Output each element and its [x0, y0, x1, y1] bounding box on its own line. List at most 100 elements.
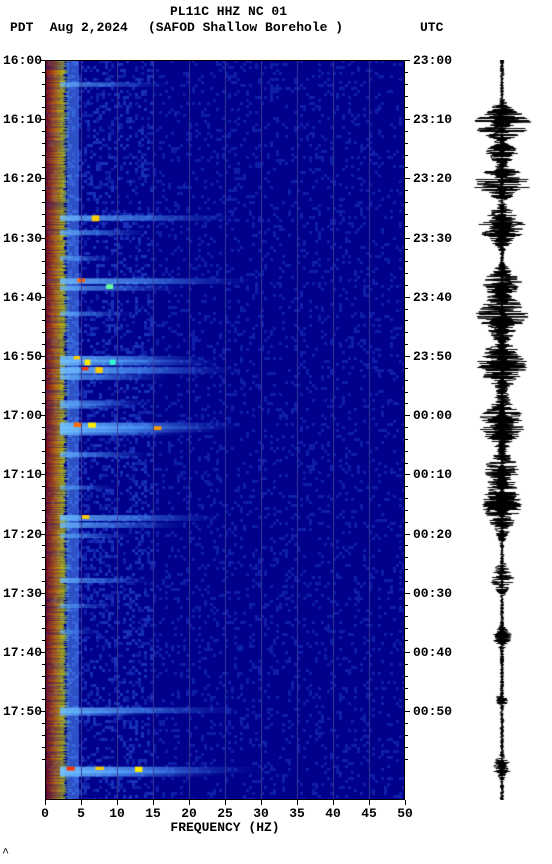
minor-tick [405, 569, 408, 570]
tick-mark [40, 178, 45, 179]
tick-mark [405, 356, 410, 357]
ytick-left: 17:00 [2, 408, 42, 423]
minor-tick [42, 699, 45, 700]
ytick-left: 17:30 [2, 586, 42, 601]
right-tz: UTC [420, 20, 443, 35]
minor-tick [42, 190, 45, 191]
ytick-left: 17:20 [2, 527, 42, 542]
tick-mark [40, 238, 45, 239]
minor-tick [42, 344, 45, 345]
minor-tick [405, 320, 408, 321]
minor-tick [405, 214, 408, 215]
minor-tick [405, 688, 408, 689]
minor-tick [42, 688, 45, 689]
tick-mark [40, 652, 45, 653]
minor-tick [42, 332, 45, 333]
minor-tick [42, 557, 45, 558]
minor-tick [42, 261, 45, 262]
tick-mark [40, 474, 45, 475]
tick-mark [40, 593, 45, 594]
minor-tick [42, 664, 45, 665]
minor-tick [42, 510, 45, 511]
waveform-trace [460, 60, 544, 800]
minor-tick [42, 380, 45, 381]
xtick-label: 0 [35, 806, 55, 821]
xtick-mark [189, 800, 190, 805]
minor-tick [405, 107, 408, 108]
minor-tick [42, 522, 45, 523]
minor-tick [42, 167, 45, 168]
tick-mark [40, 711, 45, 712]
minor-tick [405, 261, 408, 262]
minor-tick [405, 664, 408, 665]
tick-mark [40, 356, 45, 357]
minor-tick [42, 676, 45, 677]
minor-tick [405, 439, 408, 440]
ytick-right: 00:10 [413, 467, 457, 482]
ytick-right: 00:40 [413, 645, 457, 660]
minor-tick [405, 735, 408, 736]
minor-tick [405, 190, 408, 191]
minor-tick [42, 249, 45, 250]
minor-tick [405, 545, 408, 546]
minor-tick [405, 628, 408, 629]
caret-mark: ^ [2, 846, 9, 860]
minor-tick [405, 747, 408, 748]
tick-mark [405, 474, 410, 475]
ytick-left: 17:50 [2, 704, 42, 719]
minor-tick [42, 226, 45, 227]
minor-tick [405, 392, 408, 393]
left-tz: PDT [10, 20, 33, 35]
ytick-right: 23:30 [413, 231, 457, 246]
ytick-left: 16:50 [2, 349, 42, 364]
minor-tick [405, 202, 408, 203]
tick-mark [405, 534, 410, 535]
minor-tick [405, 332, 408, 333]
minor-tick [405, 155, 408, 156]
minor-tick [405, 640, 408, 641]
minor-tick [42, 569, 45, 570]
ytick-left: 16:30 [2, 231, 42, 246]
tick-mark [40, 534, 45, 535]
minor-tick [405, 427, 408, 428]
date-label: Aug 2,2024 [42, 20, 128, 35]
tick-mark [40, 297, 45, 298]
xtick-mark [117, 800, 118, 805]
ytick-right: 00:20 [413, 527, 457, 542]
xtick-label: 20 [179, 806, 199, 821]
tick-mark [405, 60, 410, 61]
xtick-label: 50 [395, 806, 415, 821]
minor-tick [42, 439, 45, 440]
ytick-left: 17:40 [2, 645, 42, 660]
minor-tick [42, 96, 45, 97]
minor-tick [42, 628, 45, 629]
minor-tick [405, 380, 408, 381]
ytick-right: 23:20 [413, 171, 457, 186]
minor-tick [42, 498, 45, 499]
minor-tick [42, 285, 45, 286]
ytick-left: 16:00 [2, 53, 42, 68]
minor-tick [405, 403, 408, 404]
tick-mark [405, 415, 410, 416]
minor-tick [405, 368, 408, 369]
minor-tick [42, 202, 45, 203]
minor-tick [405, 676, 408, 677]
minor-tick [42, 486, 45, 487]
xtick-mark [261, 800, 262, 805]
minor-tick [405, 226, 408, 227]
minor-tick [405, 249, 408, 250]
xtick-label: 15 [143, 806, 163, 821]
tick-mark [405, 178, 410, 179]
ytick-right: 23:40 [413, 290, 457, 305]
minor-tick [42, 131, 45, 132]
ytick-right: 00:00 [413, 408, 457, 423]
xtick-label: 45 [359, 806, 379, 821]
minor-tick [42, 747, 45, 748]
minor-tick [42, 273, 45, 274]
minor-tick [405, 96, 408, 97]
minor-tick [405, 344, 408, 345]
ytick-left: 16:40 [2, 290, 42, 305]
ytick-right: 23:50 [413, 349, 457, 364]
minor-tick [42, 143, 45, 144]
minor-tick [405, 498, 408, 499]
